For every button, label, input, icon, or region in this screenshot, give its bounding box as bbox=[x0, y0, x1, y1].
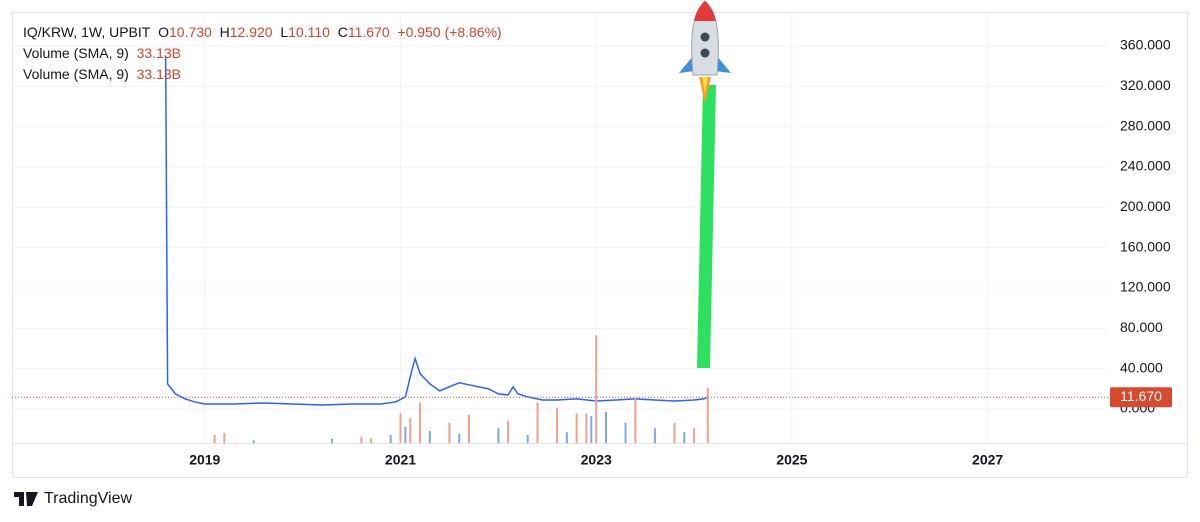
y-tick-label: 320.000 bbox=[1120, 77, 1171, 93]
x-tick-label: 2025 bbox=[776, 452, 807, 468]
volume-bar bbox=[653, 428, 656, 443]
legend-row: Volume (SMA, 9) 33.13B bbox=[23, 64, 502, 85]
volume-bar bbox=[693, 428, 696, 443]
label: Volume (SMA, 9) bbox=[23, 45, 129, 61]
brand-name: TradingView bbox=[44, 490, 133, 507]
volume-bar bbox=[419, 402, 422, 443]
volume-bar bbox=[575, 413, 578, 443]
volume-bar bbox=[404, 426, 407, 443]
volume-bar bbox=[604, 412, 607, 443]
volume-bar bbox=[536, 402, 539, 443]
volume-bar bbox=[428, 430, 431, 443]
last-price-label: 11.670 bbox=[1120, 388, 1162, 404]
volume-bar bbox=[706, 387, 709, 443]
y-tick-label: 80.000 bbox=[1120, 319, 1163, 335]
x-tick-label: 2021 bbox=[385, 452, 416, 468]
label: H bbox=[219, 24, 230, 40]
legend-row: IQ/KRW, 1W, UPBIT O10.730 H12.920 L10.11… bbox=[23, 22, 502, 43]
y-tick-label: 360.000 bbox=[1120, 37, 1171, 53]
symbol: IQ/KRW, 1W, UPBIT bbox=[23, 24, 151, 40]
last-price-box bbox=[1110, 387, 1172, 408]
y-tick-label: 160.000 bbox=[1120, 238, 1171, 254]
change: +0.950 (+8.86%) bbox=[397, 24, 502, 40]
volume-bar bbox=[330, 438, 333, 443]
y-tick-label: 240.000 bbox=[1120, 158, 1171, 174]
arrow-line bbox=[697, 85, 716, 368]
volume-bar bbox=[399, 413, 402, 443]
legend-row: Volume (SMA, 9) 33.13B bbox=[23, 43, 502, 64]
y-tick-label: 200.000 bbox=[1120, 198, 1171, 214]
y-tick-label: 280.000 bbox=[1120, 117, 1171, 133]
volume-bar bbox=[673, 422, 676, 443]
volume-bar bbox=[507, 420, 510, 443]
x-tick-label: 2023 bbox=[581, 452, 612, 468]
volume-bar bbox=[409, 418, 412, 443]
volume-bar bbox=[556, 407, 559, 443]
value: 33.13B bbox=[136, 66, 181, 82]
volume-bar bbox=[526, 434, 529, 443]
rocket bbox=[679, 0, 731, 103]
volume-bar bbox=[590, 416, 593, 443]
value: 10.730 bbox=[169, 24, 212, 40]
x-tick-label: 2019 bbox=[189, 452, 220, 468]
y-tick-label: 40.000 bbox=[1120, 359, 1163, 375]
volume-bar bbox=[565, 432, 568, 443]
value: 10.110 bbox=[288, 24, 330, 40]
label: L bbox=[280, 24, 289, 40]
volume-bar bbox=[370, 438, 373, 443]
volume-bar bbox=[497, 428, 500, 443]
volume-bar bbox=[634, 398, 637, 443]
label: Volume (SMA, 9) bbox=[23, 66, 129, 82]
price-line bbox=[164, 56, 709, 406]
brand: TradingView bbox=[14, 490, 132, 508]
volume-bar bbox=[360, 436, 363, 443]
volume-bar bbox=[458, 433, 461, 443]
value: 11.670 bbox=[347, 24, 390, 40]
volume-bar bbox=[389, 434, 392, 443]
y-tick-label: 120.000 bbox=[1120, 279, 1171, 295]
value: 12.920 bbox=[229, 24, 273, 40]
volume-bar bbox=[252, 440, 255, 443]
x-tick-label: 2027 bbox=[972, 452, 1003, 468]
volume-bar bbox=[585, 413, 588, 443]
value: 33.13B bbox=[136, 45, 181, 61]
chart-frame bbox=[12, 12, 1188, 478]
label: C bbox=[337, 24, 348, 40]
volume-bar bbox=[213, 434, 216, 443]
volume-bar bbox=[223, 432, 226, 443]
volume-bar bbox=[624, 422, 627, 443]
volume-bar bbox=[683, 432, 686, 443]
volume-bar bbox=[467, 414, 470, 443]
legend: IQ/KRW, 1W, UPBIT O10.730 H12.920 L10.11… bbox=[23, 22, 502, 85]
brand-logo bbox=[14, 492, 38, 506]
label: O bbox=[158, 24, 169, 40]
volume-bar bbox=[448, 422, 451, 443]
volume-bar bbox=[595, 335, 598, 443]
